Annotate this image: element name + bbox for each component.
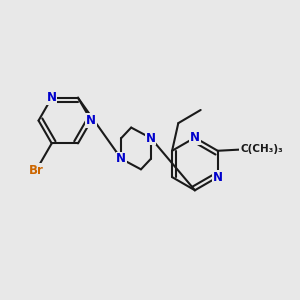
Text: N: N — [213, 171, 223, 184]
Text: N: N — [116, 152, 126, 165]
Text: Br: Br — [28, 164, 44, 177]
Text: N: N — [47, 91, 57, 104]
Text: N: N — [86, 114, 96, 127]
Text: C(CH₃)₃: C(CH₃)₃ — [240, 144, 283, 154]
Text: N: N — [146, 131, 156, 145]
Text: N: N — [190, 131, 200, 144]
